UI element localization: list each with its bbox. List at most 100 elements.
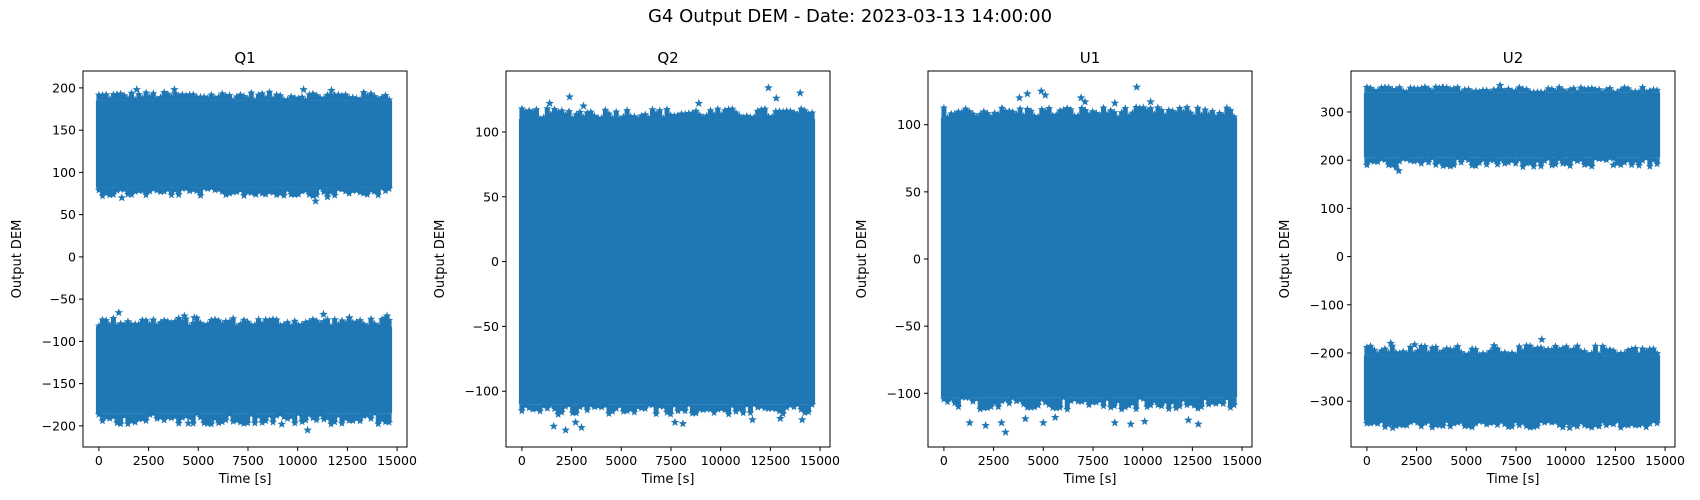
data-point-stem [118, 323, 124, 328]
outlier-point [303, 425, 312, 434]
data-point [323, 90, 332, 99]
data-point-stem [642, 404, 648, 409]
data-point [1544, 84, 1553, 93]
data-point-stem [548, 404, 554, 405]
data-point [1417, 342, 1426, 350]
data-point [615, 114, 624, 123]
data-point-stem [168, 187, 174, 195]
data-point-stem [1465, 354, 1471, 356]
data-point [152, 321, 161, 330]
data-point-stem [205, 98, 211, 101]
data-point-stem [310, 187, 316, 197]
data-point-stem [194, 187, 200, 191]
data-point-stem [1603, 89, 1609, 93]
data-point [1616, 86, 1625, 94]
data-point-stem [107, 324, 113, 328]
data-point-stem [121, 95, 127, 101]
data-point-stem [1542, 350, 1548, 356]
data-point-stem [769, 404, 775, 409]
data-point-stem [523, 112, 529, 119]
data-point-stem [620, 404, 626, 412]
outlier-point [748, 415, 757, 424]
data-point-stem [1042, 397, 1048, 403]
data-point-stem [317, 324, 323, 328]
outlier-point [170, 85, 179, 94]
outlier-point [1438, 83, 1447, 92]
data-point-stem [1382, 420, 1388, 427]
data-point-stem [984, 397, 990, 408]
data-point-stem [357, 413, 363, 422]
data-point-stem [1393, 157, 1399, 168]
data-point-stem [179, 187, 185, 189]
data-point-stem [791, 112, 797, 119]
data-point-stem [1169, 397, 1175, 403]
data-point-stem [1097, 397, 1103, 401]
data-point [735, 111, 744, 120]
data-point [1526, 87, 1535, 96]
data-point-stem [1578, 351, 1584, 356]
data-point-stem [1520, 351, 1526, 356]
data-point [1522, 341, 1531, 350]
y-tick-label: −100 [465, 384, 499, 399]
data-point-stem [382, 413, 388, 422]
outlier-point [1041, 90, 1050, 99]
data-point-stem [1455, 346, 1461, 356]
data-point-stem [686, 113, 692, 119]
data-point [1518, 85, 1527, 93]
data-point-stem [1371, 420, 1377, 423]
data-point-stem [372, 323, 378, 328]
data-point-stem [375, 413, 381, 424]
data-point [525, 106, 534, 115]
data-point-stem [274, 319, 280, 328]
data-point-stem [1469, 157, 1475, 166]
data-point [308, 315, 317, 323]
data-point-stem [1549, 420, 1555, 423]
data-point [1186, 108, 1195, 117]
data-point-stem [321, 413, 327, 420]
data-point-stem [1556, 420, 1562, 425]
data-point-stem [802, 404, 808, 413]
data-point-stem [343, 413, 349, 419]
data-point-stem [1647, 90, 1653, 93]
data-point-stem [1021, 397, 1027, 405]
outlier-point [117, 193, 126, 202]
data-point [1558, 85, 1567, 94]
data-point-stem [1545, 420, 1551, 422]
data-point [211, 315, 219, 324]
data-point [1613, 416, 1622, 425]
data-point-stem [110, 413, 116, 417]
outlier-point [1021, 414, 1030, 423]
data-point-stem [375, 326, 381, 328]
data-point-stem [176, 413, 182, 424]
data-point [1529, 345, 1538, 354]
data-point-stem [1607, 349, 1613, 356]
data-point [1645, 345, 1654, 353]
data-point [232, 322, 241, 331]
data-point-stem [773, 111, 779, 119]
y-axis-label: Output DEM [433, 220, 448, 299]
data-point-stem [335, 324, 341, 328]
data-point [1468, 344, 1477, 353]
axes-frame [505, 70, 831, 448]
data-point-stem [1407, 420, 1413, 422]
data-point-stem [350, 97, 356, 101]
data-point-stem [1050, 115, 1056, 118]
data-point-stem [610, 118, 616, 119]
data-point-stem [1640, 348, 1646, 356]
data-point [1208, 107, 1217, 115]
data-point-stem [1418, 157, 1424, 164]
scatter-band-2 [1363, 355, 1661, 421]
y-tick-label: −100 [1310, 297, 1344, 312]
data-point-stem [96, 187, 102, 191]
data-point-stem [1017, 108, 1023, 118]
data-point-stem [519, 404, 525, 411]
data-point-stem [1650, 89, 1656, 93]
scatter-band-edge-top [94, 88, 394, 104]
data-point [1204, 110, 1213, 119]
data-point-stem [700, 404, 706, 410]
data-point-stem [624, 404, 630, 411]
data-point-stem [1542, 157, 1548, 161]
data-point [1413, 84, 1422, 93]
data-point-stem [1206, 115, 1212, 118]
data-point-stem [773, 404, 779, 410]
